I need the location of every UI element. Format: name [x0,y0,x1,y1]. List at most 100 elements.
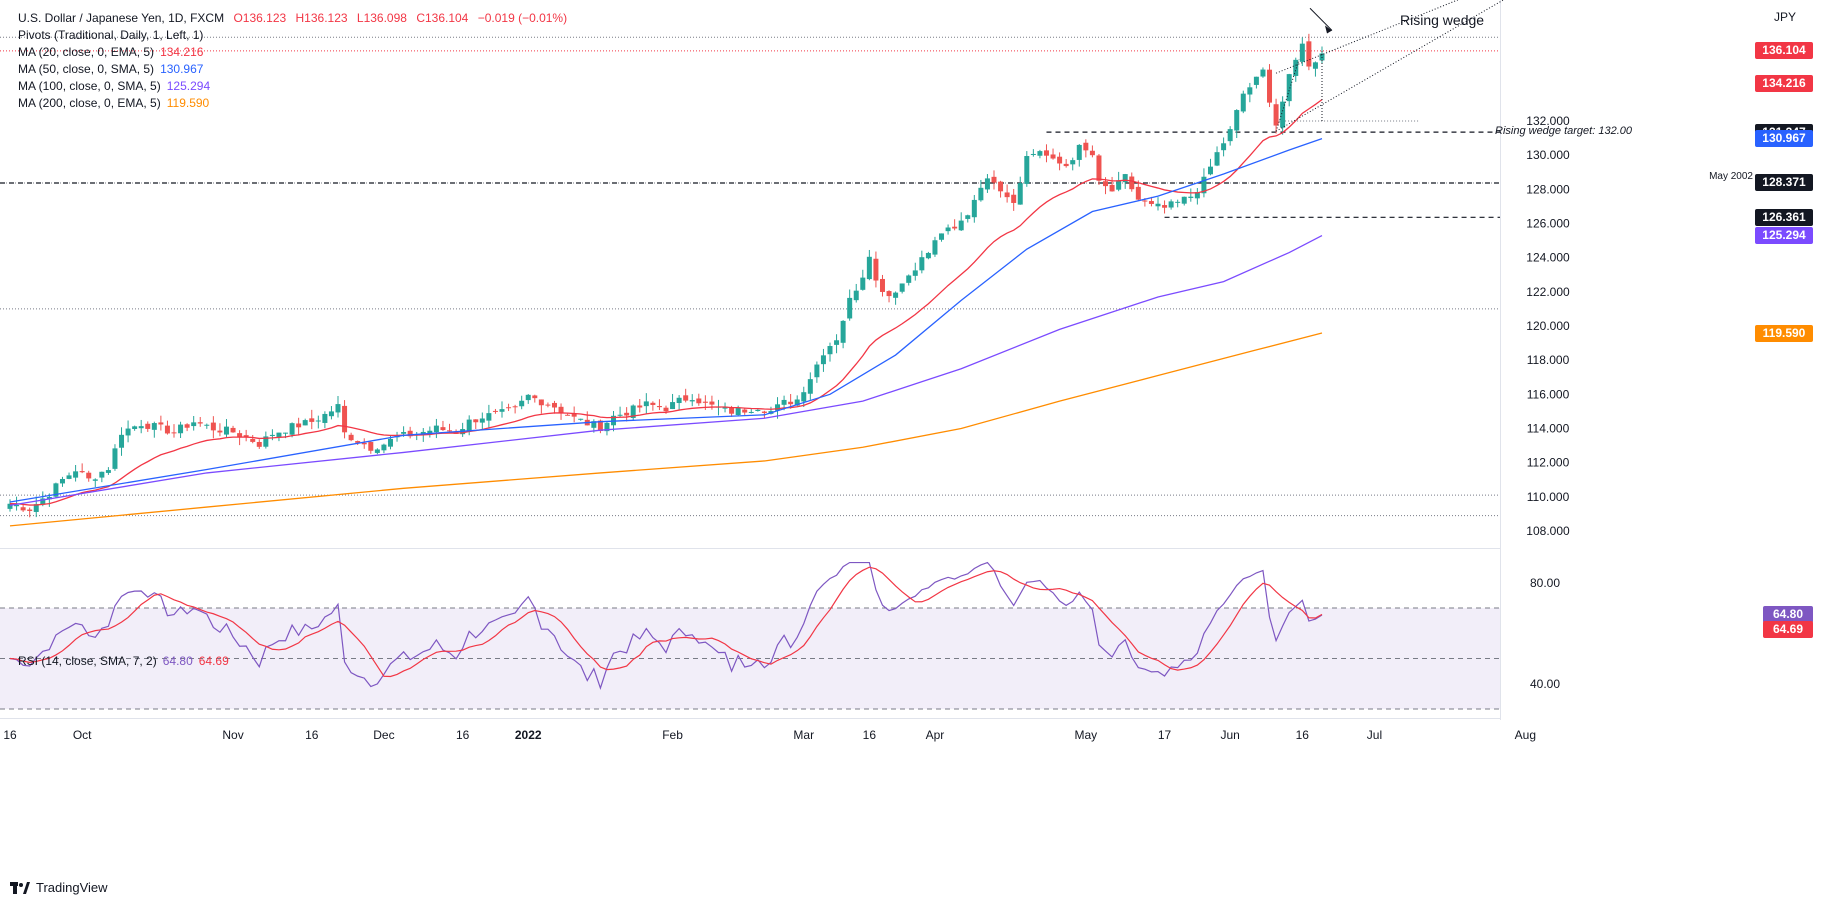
candle-body [92,479,98,481]
candle-body [381,444,387,451]
time-tick-label: Apr [926,728,945,742]
time-tick-label: Mar [793,728,814,742]
candle-body [807,379,813,394]
candle-body [171,432,177,434]
candle-body [1260,69,1266,77]
candle-body [932,240,938,255]
ohlc-high: H136.123 [295,11,348,25]
candle-body [466,419,472,432]
candle-body [243,435,249,437]
price-tick-label: 120.000 [1526,319,1570,333]
candle-body [328,411,334,417]
candle-body [1306,41,1312,67]
candle-body [886,291,892,297]
candle-body [906,275,912,283]
candle-body [145,423,151,429]
legend-pivots[interactable]: Pivots (Traditional, Daily, 1, Left, 1) [18,27,203,43]
rsi-ma-value: 64.69 [198,654,229,668]
candle-body [1162,205,1168,208]
tradingview-logo-icon [10,881,30,894]
legend-ma100[interactable]: MA (100, close, 0, SMA, 5) 125.294 [18,78,210,94]
price-tick-label: 132.000 [1526,114,1570,128]
candle-body [53,483,59,497]
candle-body [322,413,328,423]
candle-body [1312,62,1318,69]
rsi-label: RSI (14, close, SMA, 7, 2) [18,654,157,668]
candle-body [256,441,262,447]
candle-body [223,426,229,435]
time-tick-label: 16 [863,728,877,742]
legend-ma200[interactable]: MA (200, close, 0, EMA, 5) 119.590 [18,95,209,111]
price-tick-label: 128.000 [1526,182,1570,196]
candle-body [86,472,92,479]
candle-body [20,507,26,511]
legend-rsi[interactable]: RSI (14, close, SMA, 7, 2) 64.80 64.69 [18,653,229,669]
price-tick-label: 122.000 [1526,285,1570,299]
candle-body [742,409,748,413]
candle-body [709,401,715,405]
candle-body [866,256,872,280]
candle-body [191,422,197,427]
candle-body [7,503,13,509]
candle-body [112,448,118,469]
candle-body [748,411,754,413]
wedge-target-annotation: Rising wedge target: 132.00 [1495,125,1633,137]
legend-ma20[interactable]: MA (20, close, 0, EMA, 5) 134.216 [18,44,203,60]
candle-body [479,418,485,423]
legend-ma50[interactable]: MA (50, close, 0, SMA, 5) 130.967 [18,61,203,77]
time-tick-label: 16 [3,728,17,742]
candle-body [1063,163,1069,167]
ohlc-close: C136.104 [416,11,469,25]
candle-body [978,187,984,201]
time-tick-label: May [1075,728,1098,742]
candle-body [401,432,407,434]
candle-body [1043,150,1049,156]
price-tag: 128.371 [1755,174,1813,192]
ma200-line [9,332,1323,527]
candle-body [138,426,144,429]
candle-body [656,406,662,408]
candle-body [420,431,426,435]
candle-body [696,398,702,404]
candle-body [1194,192,1200,199]
candle-body [342,405,348,433]
candle-body [525,394,531,401]
time-tick-label: Oct [73,728,92,742]
wedge-lower-line-2 [1275,59,1300,132]
candle-body [1240,93,1246,112]
time-axis-border [0,718,1500,719]
ma20-line [9,99,1323,506]
candle-body [473,419,479,423]
candle-body [283,432,289,434]
candle-body [735,407,741,416]
candle-body [1207,166,1213,175]
candle-body [230,427,236,433]
candle-body [1070,160,1076,165]
candle-body [512,406,518,408]
time-tick-label: 17 [1158,728,1172,742]
candle-body [14,504,20,507]
candle-body [1175,201,1181,203]
candle-body [551,402,557,408]
candle-body [1142,200,1148,202]
ohlc-open: O136.123 [233,11,287,25]
candle-body [834,340,840,345]
candle-body [945,227,951,232]
time-tick-label: Feb [662,728,683,742]
candle-body [433,425,439,433]
tradingview-brand[interactable]: TradingView [10,880,108,895]
time-tick-label: 16 [305,728,319,742]
candle-body [755,409,761,411]
candle-body [125,428,131,436]
candle-body [1293,59,1299,76]
candle-body [847,297,853,319]
candle-body [296,423,302,428]
candle-body [315,420,321,422]
candle-body [775,404,781,411]
candle-body [801,392,807,402]
candle-body [571,413,577,417]
candle-body [374,449,380,453]
candle-body [1076,144,1082,160]
candle-body [1168,201,1174,208]
